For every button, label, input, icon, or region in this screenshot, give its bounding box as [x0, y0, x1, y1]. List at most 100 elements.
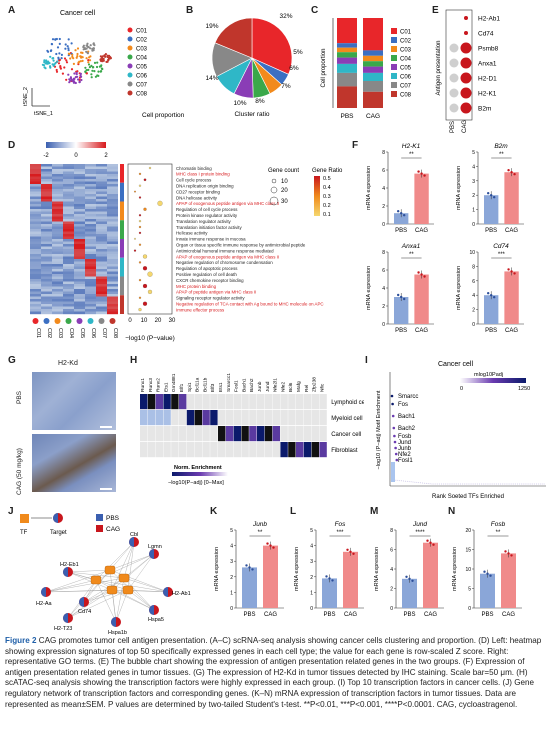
go-term-label: MHC class I protein binding	[176, 172, 230, 177]
i-point-minor	[486, 483, 488, 485]
tf-cell	[163, 442, 171, 458]
heatmap-cell	[52, 261, 63, 265]
heatmap-cell	[85, 194, 96, 197]
cluster-sidebar	[120, 164, 124, 183]
heatmap-cell	[63, 261, 74, 265]
heatmap-cell	[30, 279, 41, 282]
heatmap-cell	[107, 211, 118, 215]
go-dot	[138, 172, 142, 176]
i-point-minor	[513, 483, 515, 485]
network-edge	[45, 569, 111, 593]
i-point-minor	[522, 483, 524, 485]
heatmap-cell	[63, 176, 74, 180]
tf-cell	[319, 394, 327, 410]
tf-label: Bach2	[249, 378, 255, 392]
panel-label-f: F	[352, 140, 359, 151]
i-point-minor	[460, 483, 461, 485]
heatmap-cell	[52, 209, 63, 212]
heatmap-cell	[107, 226, 118, 230]
tsne-point	[100, 67, 103, 70]
tf-cell	[288, 410, 296, 426]
heatmap-cell	[41, 296, 52, 300]
i-point-minor	[450, 483, 452, 485]
go-term-label: Signaling receptor regulator activity	[176, 296, 245, 301]
tf-cell	[257, 410, 265, 426]
heatmap-cell	[30, 239, 41, 242]
cluster-label: C07	[101, 328, 107, 338]
go-xticks: 0 10 20 30	[128, 318, 176, 324]
i-point-minor	[469, 483, 471, 485]
heatmap-cell	[52, 194, 63, 197]
i-point-minor	[480, 483, 482, 485]
heatmap-cell	[85, 164, 96, 167]
pie-label: 8%	[255, 98, 265, 105]
network-edge	[95, 553, 155, 581]
heatmap-cell	[96, 181, 107, 185]
heatmap-cell	[63, 169, 74, 172]
tsne-point	[106, 60, 109, 63]
heatmap-cell	[107, 286, 118, 290]
heatmap-cell	[74, 234, 85, 237]
heatmap-cell	[41, 259, 52, 262]
bubble-pbs	[449, 43, 459, 53]
heatmap-cell	[63, 304, 74, 307]
bubble-cag	[460, 57, 472, 69]
heatmap-cell	[41, 241, 52, 245]
heatmap-cell	[52, 181, 63, 185]
target-node-pbs	[79, 597, 84, 607]
heatmap-cell	[85, 274, 96, 277]
y-tick-label: 5	[310, 528, 313, 534]
heatmap-cell	[30, 216, 41, 220]
go-dot	[138, 279, 142, 282]
go-dot	[138, 308, 142, 312]
i-xlabel: Rank Soeted TFs Enriched	[432, 494, 504, 500]
data-point	[492, 196, 496, 199]
heatmap-cell	[41, 294, 52, 297]
heatmap-cell	[96, 171, 107, 175]
target-node-pbs	[149, 605, 154, 615]
network-edge	[123, 577, 169, 593]
cluster-sidebar	[120, 201, 124, 221]
heatmap-cell	[41, 189, 52, 192]
tf-cell	[179, 426, 187, 442]
heatmap-cell	[74, 279, 85, 282]
y-tick-label: 0	[390, 606, 393, 612]
heatmap-cell	[74, 231, 85, 235]
heatmap-cell	[52, 176, 63, 180]
heatmap-cell	[63, 171, 74, 175]
bar-category-label: CAG	[264, 612, 277, 618]
heatmap-cell	[41, 266, 52, 270]
heatmap-cell	[85, 219, 96, 222]
go-dot	[147, 271, 153, 277]
tf-label: Nfic	[319, 383, 325, 392]
heatmap-cell	[107, 266, 118, 270]
heatmap-cell	[41, 166, 52, 170]
heatmap-cell	[30, 259, 41, 262]
legend-label: C03	[136, 47, 148, 53]
tf-cell	[311, 426, 319, 442]
tf-cell	[202, 394, 210, 410]
heatmap-cell	[107, 214, 118, 217]
panel-label-d: D	[8, 140, 16, 151]
heatmap-cell	[96, 279, 107, 282]
network-edge	[109, 553, 155, 571]
heatmap-cell	[74, 241, 85, 245]
heatmap-cell	[107, 194, 118, 197]
heatmap-cell	[107, 219, 118, 222]
heatmap-cell	[41, 201, 52, 205]
heatmap-cell	[52, 281, 63, 285]
data-point	[402, 297, 406, 301]
heatmap-cell	[96, 206, 107, 210]
heatmap-cell	[96, 274, 107, 277]
heatmap-cell	[85, 206, 96, 210]
heatmap-cell	[96, 221, 107, 225]
tsne-point	[56, 60, 59, 63]
i-point-minor	[496, 483, 498, 485]
legend-swatch	[391, 28, 397, 34]
heatmap-cell	[30, 306, 41, 310]
tf-cell	[257, 442, 265, 458]
heatmap-cell	[85, 309, 96, 312]
cluster-dot	[109, 318, 116, 324]
gene-ratio-05: 0.5	[323, 176, 331, 182]
i-point-minor	[406, 480, 408, 482]
